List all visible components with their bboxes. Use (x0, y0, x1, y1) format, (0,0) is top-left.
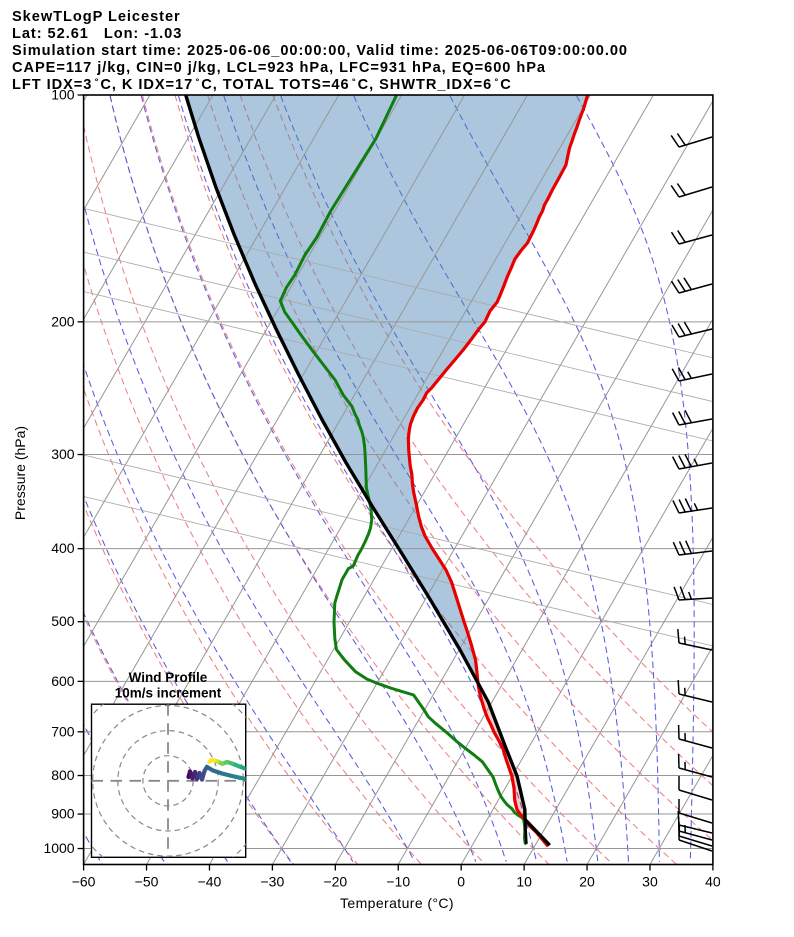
svg-text:900: 900 (51, 806, 75, 822)
svg-text:Temperature (°C): Temperature (°C) (340, 895, 454, 911)
svg-text:LFT IDX=3°C, K IDX=17°C, TOTAL: LFT IDX=3 °C, K IDX=17 °C, TOTAL TOTS=46 °C… (12, 77, 512, 94)
svg-text:Pressure (hPa): Pressure (hPa) (12, 426, 28, 520)
svg-text:300: 300 (51, 446, 75, 462)
svg-text:800: 800 (51, 767, 75, 783)
svg-text:100: 100 (51, 87, 75, 103)
svg-text:Lat: 52.61 Lon: -1.03: Lat: 52.61 Lon: -1.03 (12, 26, 182, 42)
svg-text:−20: −20 (323, 874, 347, 890)
svg-text:−60: −60 (72, 874, 96, 890)
svg-text:−50: −50 (135, 874, 159, 890)
svg-text:500: 500 (51, 613, 75, 629)
svg-text:200: 200 (51, 313, 75, 329)
svg-text:−30: −30 (261, 874, 285, 890)
svg-text:−40: −40 (198, 874, 222, 890)
svg-text:30: 30 (642, 874, 658, 890)
svg-text:0: 0 (457, 874, 465, 890)
svg-text:−10: −10 (386, 874, 410, 890)
svg-text:20: 20 (579, 874, 595, 890)
svg-text:1000: 1000 (43, 840, 74, 856)
svg-text:CAPE=117 j/kg, CIN=0 j/kg, LCL: CAPE=117 j/kg, CIN=0 j/kg, LCL=923 hPa, … (12, 60, 546, 76)
svg-text:Wind Profile: Wind Profile (129, 670, 208, 685)
svg-text:400: 400 (51, 540, 75, 556)
svg-text:10: 10 (516, 874, 532, 890)
svg-text:Simulation start time: 2025-06: Simulation start time: 2025-06-06_00:00:… (12, 43, 628, 59)
svg-text:700: 700 (51, 723, 75, 739)
svg-text:600: 600 (51, 673, 75, 689)
svg-text:40: 40 (705, 874, 721, 890)
svg-text:10m/s increment: 10m/s increment (115, 686, 222, 701)
svg-text:SkewTLogP Leicester: SkewTLogP Leicester (12, 9, 181, 25)
